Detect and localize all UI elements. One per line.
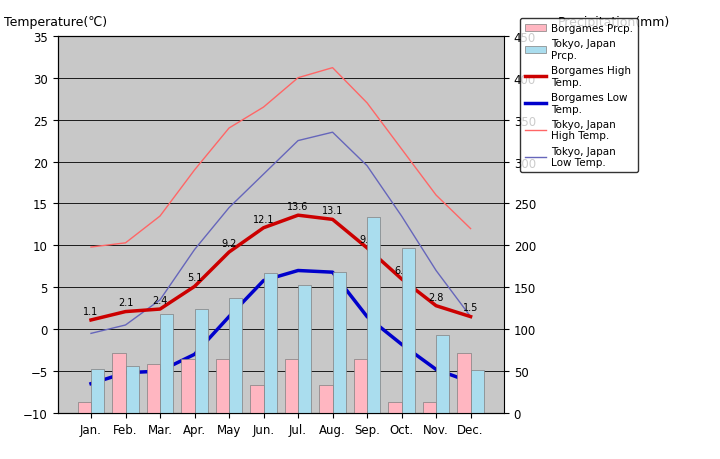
Bar xyxy=(367,218,380,413)
Bar xyxy=(181,359,194,413)
Text: 6.0: 6.0 xyxy=(394,265,409,275)
Bar xyxy=(285,359,298,413)
Text: 13.6: 13.6 xyxy=(287,202,309,212)
Bar xyxy=(160,314,173,413)
Text: 2.1: 2.1 xyxy=(118,298,133,308)
Text: 1.1: 1.1 xyxy=(84,306,99,316)
Bar xyxy=(112,353,125,413)
Bar xyxy=(389,402,402,413)
Bar xyxy=(471,370,484,413)
Bar xyxy=(147,364,160,413)
Bar xyxy=(194,309,207,413)
Bar xyxy=(436,336,449,413)
Bar xyxy=(402,248,415,413)
Bar xyxy=(333,273,346,413)
Text: 2.8: 2.8 xyxy=(428,292,444,302)
Bar xyxy=(320,386,333,413)
Text: 13.1: 13.1 xyxy=(322,206,343,216)
Bar xyxy=(457,353,471,413)
Bar xyxy=(229,298,242,413)
Bar xyxy=(125,366,139,413)
Bar xyxy=(298,285,311,413)
Text: 5.1: 5.1 xyxy=(187,273,202,283)
Text: 9.2: 9.2 xyxy=(221,238,237,248)
Text: Temperature(℃): Temperature(℃) xyxy=(4,16,107,29)
Text: 9.7: 9.7 xyxy=(359,234,374,244)
Bar xyxy=(423,402,436,413)
Bar xyxy=(264,274,276,413)
Bar xyxy=(251,386,264,413)
Bar xyxy=(354,359,367,413)
Text: 1.5: 1.5 xyxy=(463,303,478,313)
Bar xyxy=(216,359,229,413)
Bar xyxy=(91,369,104,413)
Bar xyxy=(78,402,91,413)
Text: Precipitation(mm): Precipitation(mm) xyxy=(557,16,670,29)
Text: 12.1: 12.1 xyxy=(253,214,274,224)
Text: 2.4: 2.4 xyxy=(153,295,168,305)
Legend: Borgames Prcp., Tokyo, Japan
Prcp., Borgames High
Temp., Borgames Low
Temp., Tok: Borgames Prcp., Tokyo, Japan Prcp., Borg… xyxy=(520,19,639,173)
